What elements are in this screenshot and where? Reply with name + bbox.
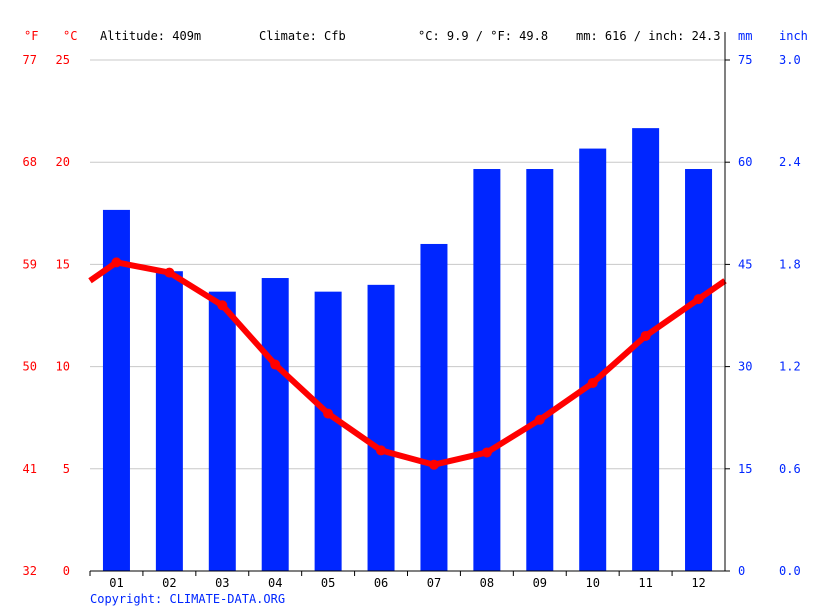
unit-f-label: °F — [24, 29, 38, 43]
y-tick-mm: 0 — [738, 564, 745, 578]
precip-bar — [473, 169, 501, 571]
precip-bar — [526, 169, 554, 571]
y-tick-c: 25 — [56, 53, 70, 67]
y-tick-mm: 15 — [738, 462, 752, 476]
temperature-point — [111, 257, 122, 268]
y-tick-inch: 3.0 — [779, 53, 801, 67]
unit-c-label: °C — [63, 29, 77, 43]
precip-bar — [632, 128, 660, 571]
precip-bar — [420, 243, 448, 571]
precip-bar — [261, 278, 289, 571]
y-tick-f: 68 — [23, 155, 37, 169]
copyright-link[interactable]: Copyright: CLIMATE-DATA.ORG — [90, 592, 285, 606]
altitude-label: Altitude: 409m — [100, 29, 201, 43]
y-tick-inch: 1.2 — [779, 360, 801, 374]
y-tick-c: 15 — [56, 257, 70, 271]
temperature-point — [640, 330, 651, 341]
y-tick-c: 0 — [63, 564, 70, 578]
x-tick-label: 06 — [374, 576, 388, 590]
temperature-point — [481, 447, 492, 458]
precip-total-label: mm: 616 / inch: 24.3 — [576, 29, 721, 43]
x-tick-label: 05 — [321, 576, 335, 590]
y-tick-inch: 0.6 — [779, 462, 801, 476]
y-tick-mm: 60 — [738, 155, 752, 169]
x-tick-label: 10 — [585, 576, 599, 590]
x-tick-label: 03 — [215, 576, 229, 590]
temperature-point — [217, 300, 228, 311]
x-tick-label: 09 — [533, 576, 547, 590]
temperature-point — [428, 459, 439, 470]
y-tick-c: 5 — [63, 462, 70, 476]
x-tick-label: 12 — [691, 576, 705, 590]
temperature-point — [693, 294, 704, 305]
y-tick-inch: 0.0 — [779, 564, 801, 578]
precip-bar — [155, 271, 183, 571]
x-tick-label: 02 — [162, 576, 176, 590]
y-tick-c: 10 — [56, 360, 70, 374]
y-tick-f: 77 — [23, 53, 37, 67]
precip-bar — [579, 148, 607, 571]
precip-bar — [314, 291, 342, 571]
y-tick-inch: 2.4 — [779, 155, 801, 169]
y-tick-mm: 75 — [738, 53, 752, 67]
temperature-line — [88, 259, 727, 468]
y-tick-f: 50 — [23, 360, 37, 374]
temp-avg-label: °C: 9.9 / °F: 49.8 — [418, 29, 548, 43]
temperature-point — [534, 414, 545, 425]
temperature-point — [323, 408, 334, 419]
temperature-point — [376, 445, 387, 456]
y-tick-c: 20 — [56, 155, 70, 169]
precip-bar — [367, 284, 395, 571]
y-tick-inch: 1.8 — [779, 257, 801, 271]
precip-bar — [208, 291, 236, 571]
x-tick-label: 08 — [480, 576, 494, 590]
y-tick-mm: 30 — [738, 360, 752, 374]
unit-mm-label: mm — [738, 29, 752, 43]
y-tick-f: 41 — [23, 462, 37, 476]
precip-bar — [685, 169, 713, 571]
unit-inch-label: inch — [779, 29, 808, 43]
x-tick-label: 04 — [268, 576, 282, 590]
x-tick-label: 01 — [109, 576, 123, 590]
y-tick-mm: 45 — [738, 257, 752, 271]
temperature-point — [164, 267, 175, 278]
temperature-point — [587, 377, 598, 388]
x-tick-label: 11 — [638, 576, 652, 590]
temperature-point — [270, 359, 281, 370]
y-tick-f: 59 — [23, 257, 37, 271]
y-tick-f: 32 — [23, 564, 37, 578]
x-tick-label: 07 — [427, 576, 441, 590]
climate-label: Climate: Cfb — [259, 29, 346, 43]
